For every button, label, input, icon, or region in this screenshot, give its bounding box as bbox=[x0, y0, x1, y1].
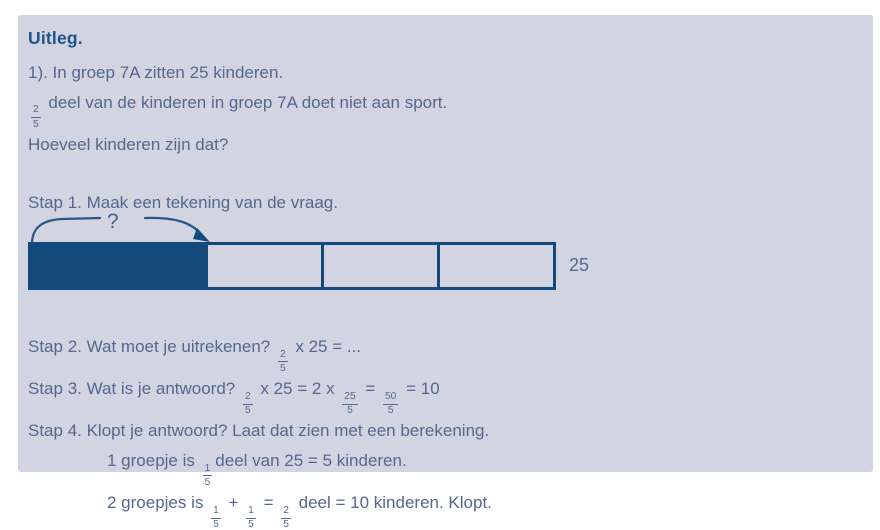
brace-arrow-icon bbox=[30, 216, 210, 243]
problem-line-1: 1). In groep 7A zitten 25 kinderen. bbox=[28, 63, 284, 82]
problem-line-3: Hoeveel kinderen zijn dat? bbox=[28, 134, 229, 154]
explanation-card: Uitleg. 1). In groep 7A zitten 25 kinder… bbox=[18, 15, 873, 530]
bar-empty-cell bbox=[437, 244, 553, 287]
fraction-bar-diagram: ? 25 bbox=[28, 210, 589, 290]
page-title: Uitleg. bbox=[28, 28, 83, 48]
step-1-line: Stap 1. Maak een tekening van de vraag. bbox=[28, 193, 338, 213]
question-mark-label: ? bbox=[107, 209, 119, 233]
bar-filled-segment bbox=[31, 244, 208, 287]
check-line-1: 1 groepje is 1 5 deel van 25 = 5 kinderen. bbox=[107, 450, 407, 488]
step-4-line: Stap 4. Klopt je antwoord? Laat dat zien… bbox=[28, 421, 490, 441]
fraction: 25 5 bbox=[342, 390, 358, 417]
fraction: 50 5 bbox=[383, 390, 399, 417]
bar-total-label: 25 bbox=[569, 255, 590, 276]
bar-empty-cell bbox=[208, 245, 321, 287]
bar-empty-cell bbox=[321, 244, 437, 287]
bar-model bbox=[28, 241, 556, 290]
